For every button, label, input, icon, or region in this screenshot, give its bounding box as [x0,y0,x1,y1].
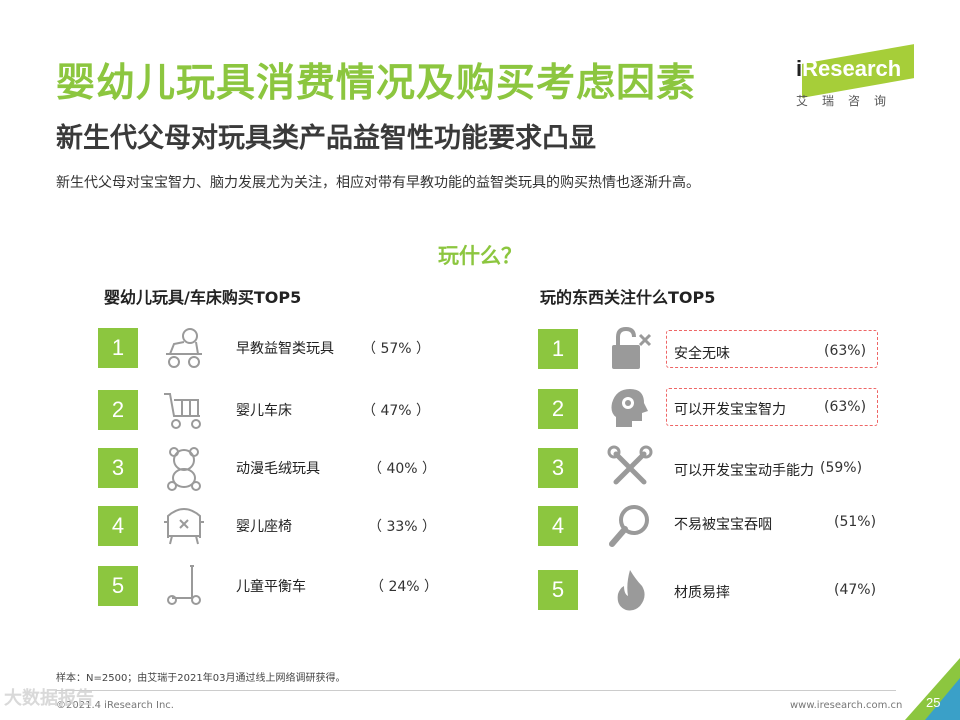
item-label: 可以开发宝宝动手能力 [674,463,814,479]
baby-seat-icon [164,508,204,545]
page-subtitle: 新生代父母对玩具类产品益智性功能要求凸显 [56,123,596,154]
sample-footnote: 样本：N=2500；由艾瑞于2021年03月通过线上网络调研获得。 [56,673,346,684]
rank-badge: 5 [538,570,578,610]
center-question: 玩什么？ [438,244,522,268]
highlight-box-1 [666,330,878,368]
website-url[interactable]: www.iresearch.com.cn [790,700,903,711]
corner-decoration [905,658,960,720]
rank-badge: 5 [98,566,138,606]
item-label: 不易被宝宝吞咽 [674,517,772,533]
item-percent: （ 47% ） [362,403,431,419]
rank-badge: 4 [538,506,578,546]
head-gear-icon [611,389,648,427]
rank-badge: 1 [538,329,578,369]
iresearch-logo: iResearch 艾瑞咨询 [790,44,920,108]
item-label: 可以开发宝宝智力 [674,402,786,418]
item-percent: （ 24% ） [370,579,439,595]
item-percent: （ 33% ） [368,519,437,535]
left-column-heading: 婴幼儿玩具/车床购买TOP5 [104,288,302,307]
logo-subtitle: 艾瑞咨询 [796,94,901,108]
balance-bike-icon [167,565,201,605]
watermark-text: 大数据报告 [4,688,94,709]
page-description: 新生代父母对宝宝智力、脑力发展尤为关注，相应对带有早教功能的益智类玩具的购买热情… [56,175,700,191]
rank-badge: 2 [98,390,138,430]
tools-icon [607,445,653,485]
item-percent: (51%) [834,514,877,530]
rocking-horse-icon [166,328,202,368]
left-list-item: 4 婴儿座椅 （ 33% ） [98,506,458,546]
rank-badge: 3 [538,448,578,488]
item-percent: (63%) [824,399,867,415]
item-label: 早教益智类玩具 [236,341,334,357]
left-list-item: 1 早教益智类玩具 （ 57% ） [98,328,458,368]
padlock-icon [612,326,652,369]
rank-badge: 1 [98,328,138,368]
item-label: 材质易摔 [674,585,730,601]
right-list-item: 5 材质易摔 (47%) [538,570,898,611]
item-label: 安全无味 [674,346,730,362]
page-number: 25 [926,695,941,710]
rank-badge: 2 [538,389,578,429]
item-percent: (63%) [824,343,867,359]
rank-badge: 4 [98,506,138,546]
left-list-item: 2 婴儿车床 （ 47% ） [98,390,458,430]
item-label: 动漫毛绒玩具 [236,461,320,477]
item-label: 婴儿座椅 [236,519,292,535]
item-percent: （ 57% ） [362,341,431,357]
right-list-item: 4 不易被宝宝吞咽 (51%) [538,505,898,547]
page-title: 婴幼儿玩具消费情况及购买考虑因素 [56,61,697,106]
logo-wordmark: iResearch [796,56,902,81]
flame-icon [617,570,645,611]
right-list-item: 3 可以开发宝宝动手能力 (59%) [538,445,898,488]
item-label: 儿童平衡车 [236,579,306,595]
teddy-bear-icon [167,447,201,491]
right-column-heading: 玩的东西关注什么TOP5 [540,288,716,307]
item-percent: （ 40% ） [368,461,437,477]
rank-badge: 3 [98,448,138,488]
highlight-box-2 [666,388,878,426]
item-percent: (59%) [820,460,863,476]
right-list-item: 2 可以开发宝宝智力 (63%) [538,389,898,429]
stroller-icon [164,393,201,429]
right-list-item: 1 安全无味 (63%) [538,326,898,369]
item-label: 婴儿车床 [236,403,292,419]
footer-divider [56,690,896,691]
copyright-text: ©2021.4 iResearch Inc. [56,700,174,711]
left-list-item: 3 动漫毛绒玩具 （ 40% ） [98,447,458,491]
left-list-item: 5 儿童平衡车 （ 24% ） [98,565,458,606]
item-percent: (47%) [834,582,877,598]
magnifier-icon [609,505,649,547]
